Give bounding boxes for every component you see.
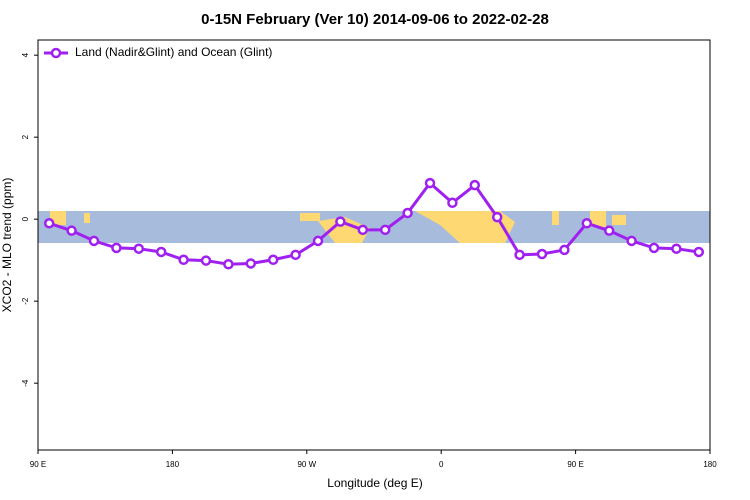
legend-label: Land (Nadir&Glint) and Ocean (Glint) (75, 45, 272, 59)
x-tick-label: 90 E (567, 460, 583, 469)
y-tick-label: 2 (21, 134, 30, 139)
y-tick-label: -4 (21, 379, 30, 387)
data-point (357, 224, 369, 236)
data-point (290, 249, 301, 261)
chart-title: 0-15N February (Ver 10) 2014-09-06 to 20… (201, 11, 549, 28)
data-point (581, 218, 593, 229)
y-tick-label: 0 (21, 216, 30, 221)
x-tick-label: 180 (703, 460, 717, 469)
data-point (379, 224, 391, 236)
legend-marker (50, 47, 62, 59)
data-point (223, 259, 234, 270)
x-axis-label: Longitude (deg E) (327, 476, 422, 490)
data-point (111, 242, 122, 254)
data-point (514, 249, 525, 261)
x-tick-label: 180 (166, 460, 180, 469)
x-tick-label: 90 W (297, 460, 316, 469)
data-point (43, 218, 55, 229)
data-point (536, 248, 548, 260)
data-point (200, 255, 212, 266)
data-point (155, 246, 167, 258)
y-axis-label: XCO2 - MLO trend (ppm) (0, 178, 14, 313)
data-point (178, 254, 189, 266)
data-point (491, 211, 503, 223)
x-tick-label: 0 (439, 460, 444, 469)
data-point (66, 225, 77, 236)
data-point (447, 197, 458, 209)
data-point (133, 243, 145, 254)
data-point (626, 235, 637, 247)
data-point (312, 235, 324, 247)
data-point (335, 216, 346, 227)
data-point (88, 235, 100, 247)
data-point (648, 242, 660, 254)
data-point (402, 207, 413, 219)
data-point (559, 244, 570, 256)
y-tick-label: 4 (21, 52, 30, 57)
y-tick-label: -2 (21, 297, 30, 305)
data-point (693, 246, 705, 258)
data-point (245, 258, 257, 269)
x-tick-label: 90 E (30, 460, 46, 469)
data-point (603, 225, 615, 236)
data-point (267, 254, 279, 266)
plot-frame (37, 39, 711, 451)
data-point (671, 243, 682, 254)
data-point (469, 179, 481, 191)
data-point (424, 177, 436, 189)
